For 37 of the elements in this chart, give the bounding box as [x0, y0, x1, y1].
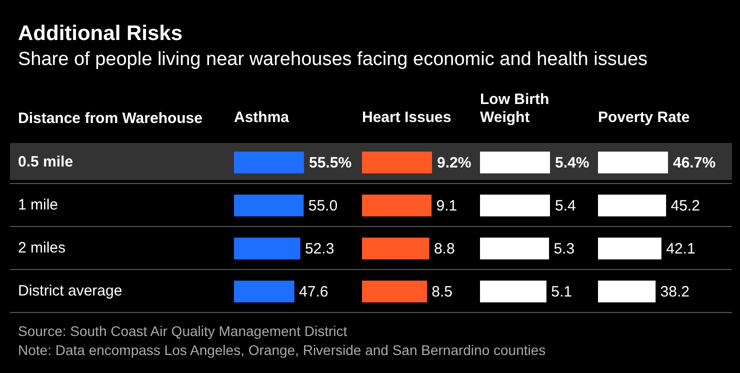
bar [234, 194, 304, 216]
data-label: 8.8 [434, 240, 455, 258]
data-label: 42.1 [666, 240, 696, 258]
data-label: 5.1 [551, 284, 572, 301]
data-label: 8.5 [432, 284, 453, 301]
bar [598, 194, 666, 216]
text: Note: Data encompass Los Angeles, Orange, Riverside and San Bernardino counties [18, 342, 546, 358]
data-label: 38.2 [660, 284, 690, 301]
data-label: 45.2 [670, 198, 700, 215]
data-label: 5.3 [554, 240, 575, 258]
bar [598, 238, 662, 260]
data-label: 55.0 [308, 198, 338, 215]
source-note: Source: South Coast Air Quality Management District [18, 323, 348, 339]
y-tick-label: 1 mile [18, 196, 58, 214]
y-tick-label: District average [18, 282, 122, 300]
data-label: 9.2% [437, 154, 472, 172]
y-tick-label: 0.5 mile [18, 154, 74, 171]
data-label: 52.3 [304, 240, 334, 258]
data-label: 9.1 [436, 198, 458, 215]
bar [598, 280, 656, 302]
bar [598, 152, 668, 174]
x-axis-title: Heart Issues [362, 109, 452, 127]
y-axis-title: Distance from Warehouse [18, 110, 202, 127]
data-label: 5.4 [555, 198, 576, 215]
chart-title: Additional Risks [18, 22, 183, 46]
x-axis-title: Asthma [234, 109, 290, 127]
x-axis-title: Poverty Rate [598, 109, 691, 127]
data-label: 47.6 [299, 284, 328, 301]
data-label: 55.5% [309, 154, 352, 172]
bar [234, 280, 294, 302]
bar [234, 152, 304, 174]
data-label: 5.4% [555, 154, 590, 172]
y-tick-label: 2 miles [18, 240, 66, 257]
chart-subtitle: Share of people living near warehouses facing economic and health issues [18, 49, 648, 71]
bar [234, 238, 300, 260]
x-axis-title: Low Birth Weight [480, 91, 550, 127]
data-label: 46.7% [673, 154, 716, 172]
